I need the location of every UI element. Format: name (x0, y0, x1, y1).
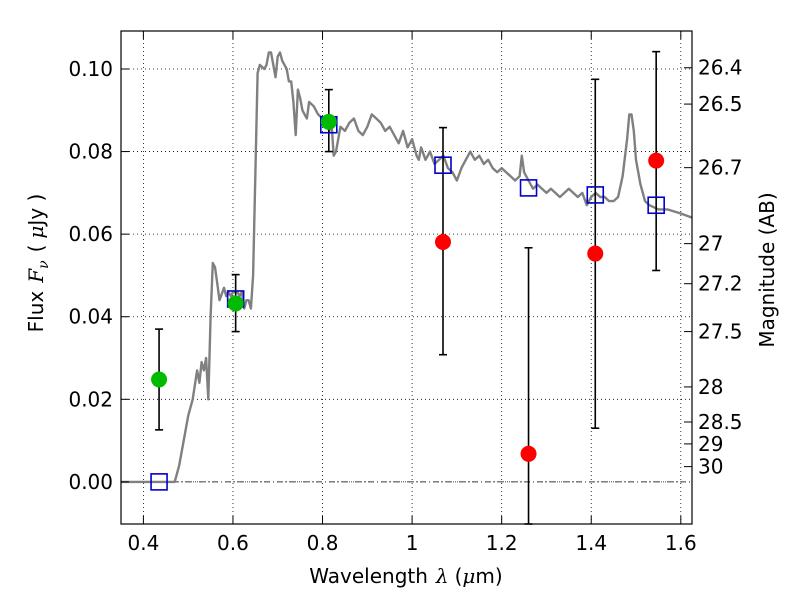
y2-tick-label: 26.5 (698, 92, 743, 116)
x-tick-label: 0.6 (217, 531, 249, 555)
model-curve-layer (121, 51, 693, 484)
x-tick-label: 0.4 (127, 531, 159, 555)
marker-layer (150, 50, 665, 525)
model-flux-square (647, 196, 665, 215)
model-flux-square (150, 473, 168, 491)
y2-tick-label: 28.5 (698, 410, 743, 434)
x-tick-label: 1.6 (665, 531, 697, 555)
x-tick-label: 1.2 (486, 531, 518, 555)
nondetection-point (587, 245, 604, 262)
nondetection-point (520, 445, 537, 462)
y-tick-label: 0.04 (68, 305, 113, 329)
x-tick-label: 1 (406, 531, 419, 555)
model-flux-square (434, 156, 452, 174)
y2-tick-label: 27.2 (698, 272, 743, 296)
y-tick-label: 0.10 (68, 57, 113, 81)
y-tick-label: 0.02 (68, 387, 113, 411)
y2-tick-label: 26.4 (698, 56, 743, 80)
y-tick-label: 0.08 (68, 140, 113, 164)
detection-point (320, 113, 337, 130)
model-flux-square (586, 186, 605, 204)
plot-frame (120, 30, 693, 525)
y2-tick-label: 27 (698, 232, 723, 256)
y2-axis-title: Magnitude (AB) (755, 192, 779, 347)
y-axis-title: FluxFν(μJy ) (24, 194, 52, 333)
nondetection-point (434, 233, 451, 250)
x-axis-title: Wavelength λ (μm) (309, 564, 502, 588)
y-tick-label: 0.00 (68, 470, 113, 494)
y2-tick-label: 30 (698, 455, 723, 479)
y2-tick-label: 26.7 (698, 156, 743, 180)
nondetection-point (648, 152, 665, 169)
y2-tick-label: 29 (698, 432, 723, 456)
y2-tick-label: 27.5 (698, 320, 743, 344)
y2-tick-label: 28 (698, 375, 723, 399)
detection-point (151, 371, 168, 388)
model-sed-line (121, 51, 693, 484)
grid-layer (121, 31, 692, 524)
detection-point (227, 295, 244, 312)
x-tick-label: 1.4 (575, 531, 607, 555)
model-flux-square (519, 179, 538, 197)
y-tick-label: 0.06 (68, 222, 113, 246)
tick-layer: 0.4 0.6 0.8 1 1.2 1.4 1.6 0.00 0.02 0.04 0.06 0.08 0… (68, 31, 743, 555)
x-tick-label: 0.8 (307, 531, 339, 555)
